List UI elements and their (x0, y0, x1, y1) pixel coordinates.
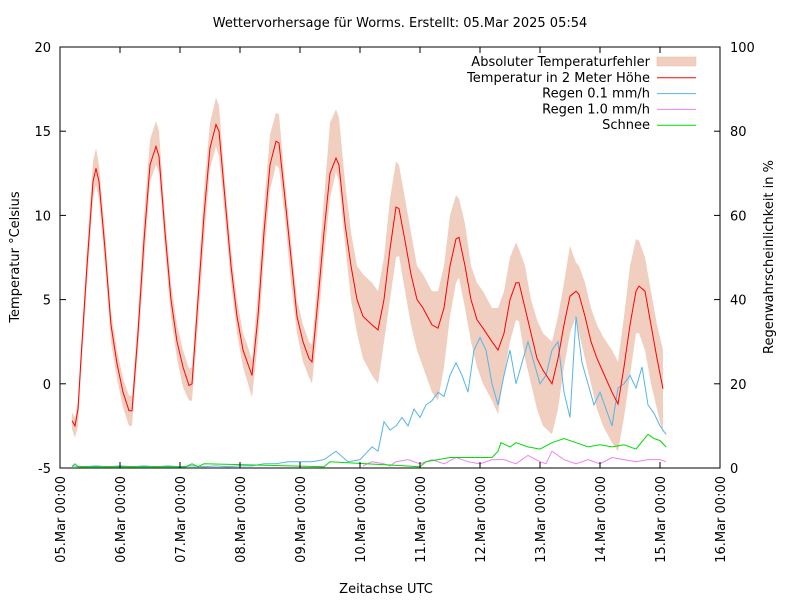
y-tick-label: 0 (43, 378, 51, 393)
y-tick-label: 20 (34, 41, 51, 56)
x-tick-label: 07.Mar 00:00 (174, 476, 189, 563)
y-tick-label: 15 (34, 125, 51, 140)
error-band (72, 97, 663, 452)
y2-tick-label: 0 (730, 462, 738, 477)
legend-label: Regen 0.1 mm/h (542, 87, 650, 102)
rain-01-line (71, 316, 667, 468)
legend-label: Temperatur in 2 Meter Höhe (466, 71, 650, 86)
y2-tick-label: 40 (730, 294, 747, 309)
snow-line (71, 433, 667, 468)
rain-10-line (362, 450, 667, 467)
x-tick-label: 10.Mar 00:00 (354, 476, 369, 563)
plot-area (71, 97, 667, 468)
y2-axis-label: Regenwahrscheinlichkeit in % (762, 160, 777, 354)
y-tick-label: 10 (34, 209, 51, 224)
legend-label: Regen 1.0 mm/h (542, 102, 650, 117)
x-tick-label: 08.Mar 00:00 (234, 476, 249, 563)
x-tick-label: 13.Mar 00:00 (534, 476, 549, 563)
legend-swatch (656, 56, 697, 67)
x-tick-label: 06.Mar 00:00 (114, 476, 129, 563)
y2-tick-label: 20 (730, 378, 747, 393)
axes: 05.Mar 00:00 06.Mar 00:00 07.Mar 00:00 08.M… (34, 41, 754, 563)
x-tick-label: 14.Mar 00:00 (594, 476, 609, 563)
x-tick-label: 09.Mar 00:00 (294, 476, 309, 563)
x-tick-label: 15.Mar 00:00 (654, 476, 669, 563)
y-axis-label: Temperatur °Celsius (8, 191, 23, 324)
chart-title: Wettervorhersage für Worms. Erstellt: 05… (213, 16, 588, 31)
x-tick-label: 11.Mar 00:00 (414, 476, 429, 563)
y2-tick-label: 80 (730, 125, 747, 140)
y2-tick-label: 60 (730, 209, 747, 224)
x-tick-label: 05.Mar 00:00 (54, 476, 69, 563)
x-axis-label: Zeitachse UTC (339, 582, 433, 597)
legend-label: Absoluter Temperaturfehler (471, 55, 650, 70)
plot-border (59, 46, 721, 469)
legend-label: Schnee (602, 118, 650, 133)
y-tick-label: -5 (38, 462, 51, 477)
y2-tick-label: 100 (730, 41, 755, 56)
temperature-line (71, 122, 664, 428)
y-tick-label: 5 (43, 294, 51, 309)
x-tick-label: 12.Mar 00:00 (474, 476, 489, 563)
x-tick-label: 16.Mar 00:00 (714, 476, 729, 563)
